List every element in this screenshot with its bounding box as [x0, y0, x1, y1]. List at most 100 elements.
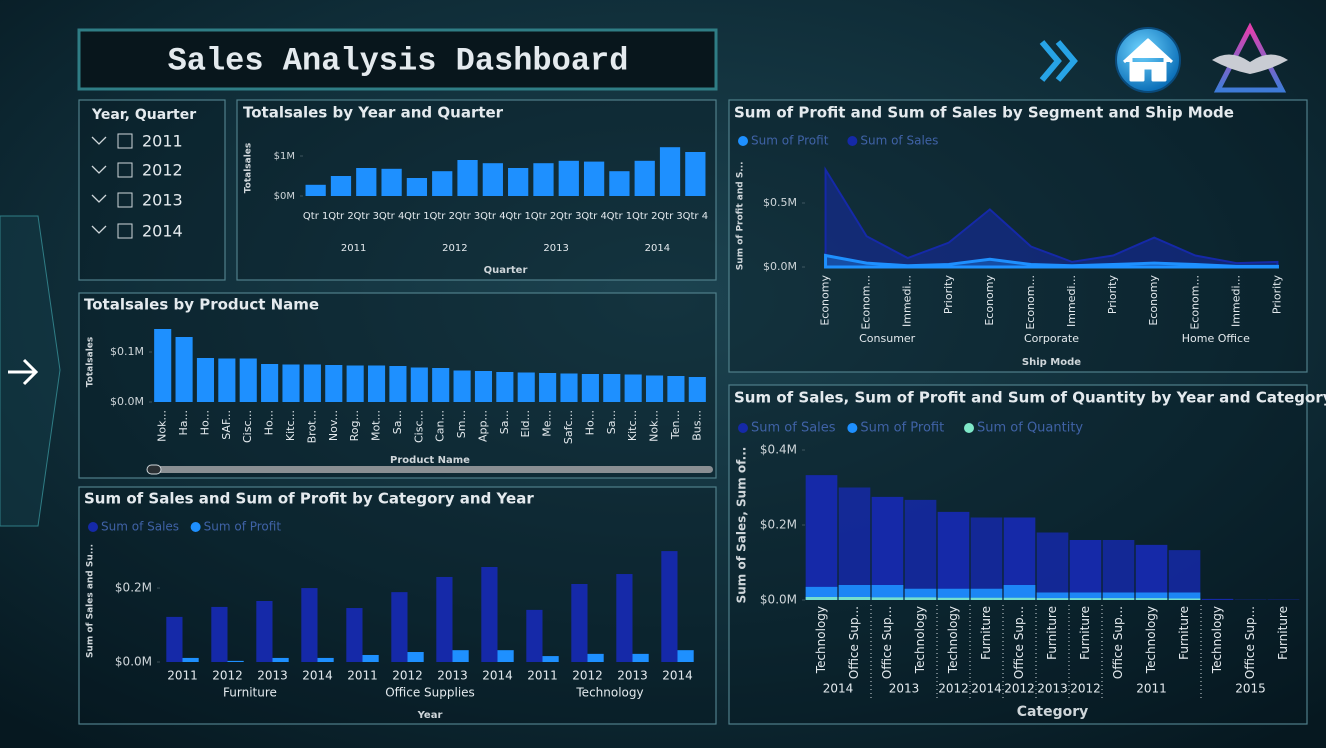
- bar: [661, 551, 678, 662]
- x-tick-label: Qtr 2: [632, 211, 657, 222]
- ribbon-segment: [1135, 544, 1168, 600]
- ribbon-segment: [1003, 585, 1036, 600]
- ribbon-segment: [1201, 598, 1234, 600]
- ribbon-segment: [1069, 598, 1102, 600]
- bar: [667, 376, 685, 402]
- x-tick-label: Econom...: [860, 275, 873, 330]
- x-tick-label: Qtr 2: [429, 211, 454, 222]
- bar: [218, 358, 236, 402]
- ribbon-segment: [1168, 550, 1201, 600]
- ribbon-segment: [871, 585, 904, 600]
- bar: [272, 657, 289, 662]
- x-tick-label: Rog...: [348, 410, 361, 441]
- ribbon-segment: [1036, 532, 1069, 600]
- checkbox[interactable]: [117, 133, 133, 149]
- x-tick-label: Furniture: [1078, 606, 1092, 660]
- y-tick-label: $1M: [274, 151, 295, 162]
- bar: [261, 364, 279, 402]
- x-tick-label: Ha...: [177, 410, 190, 436]
- x-tick-label: Kitc...: [284, 410, 297, 441]
- x-tick-label: Technology: [814, 606, 828, 674]
- x-tick-label: Ho...: [583, 410, 596, 435]
- ribbon-segment: [805, 475, 838, 600]
- legend-marker: [88, 522, 98, 532]
- x-group-label: 2013: [889, 682, 920, 696]
- x-axis-label: Quarter: [484, 265, 528, 276]
- bar: [301, 588, 318, 662]
- bar: [526, 609, 543, 662]
- legend-marker: [738, 136, 748, 146]
- y-axis-label: Sum of Sales and Su...: [86, 544, 96, 658]
- x-tick-label: Qtr 3: [455, 211, 480, 222]
- x-tick-label: Nov...: [327, 410, 340, 441]
- x-tick-label: Office Sup...: [1012, 606, 1026, 679]
- x-group-label: 2013: [1037, 682, 1068, 696]
- bar: [381, 168, 402, 196]
- x-tick-label: Furniture: [1276, 606, 1290, 660]
- y-tick-label: $0.0M: [115, 655, 152, 669]
- scroll-handle[interactable]: [146, 464, 162, 475]
- bar: [436, 576, 453, 662]
- scrollbar[interactable]: [147, 466, 713, 473]
- slicer-item[interactable]: 2014: [91, 222, 183, 241]
- x-tick-label: 2014: [302, 669, 333, 683]
- x-axis-label: Category: [1017, 704, 1089, 720]
- x-tick-label: Economy: [1147, 275, 1160, 326]
- bar: [305, 184, 326, 196]
- x-tick-label: 2014: [662, 669, 693, 683]
- checkbox[interactable]: [117, 192, 133, 208]
- x-group-label: 2014: [971, 682, 1002, 696]
- bar: [497, 650, 514, 662]
- x-tick-label: Sa...: [391, 410, 404, 434]
- x-group-label: Consumer: [859, 332, 916, 345]
- chart-title: Totalsales by Year and Quarter: [243, 104, 504, 122]
- forward-icon[interactable]: [1039, 40, 1078, 82]
- chevron: [91, 225, 107, 234]
- x-tick-label: Qtr 4: [480, 211, 505, 222]
- ribbon-segment: [937, 588, 970, 600]
- x-group-label: 2012: [938, 682, 969, 696]
- legend-label: Sum of Quantity: [977, 421, 1083, 436]
- x-tick-label: Cisc...: [412, 410, 425, 443]
- x-tick-label: Qtr 4: [683, 211, 708, 222]
- slicer-item[interactable]: 2012: [91, 161, 183, 180]
- bar: [533, 163, 554, 196]
- x-group-label: 2014: [823, 682, 854, 696]
- bar: [659, 147, 681, 196]
- bar: [303, 364, 321, 402]
- x-tick-label: 2011: [167, 669, 198, 683]
- bar: [410, 367, 428, 402]
- checkbox[interactable]: [117, 223, 133, 239]
- slicer-item[interactable]: 2011: [91, 132, 183, 151]
- bar: [317, 657, 334, 662]
- bar: [452, 650, 469, 662]
- chevron: [91, 165, 107, 174]
- x-tick-label: Qtr 1: [303, 211, 328, 222]
- ribbon-segment: [970, 517, 1003, 600]
- x-tick-label: Ten...: [669, 410, 682, 440]
- bar: [325, 365, 343, 402]
- slicer-item[interactable]: 2013: [91, 191, 183, 210]
- bar: [166, 616, 183, 662]
- side-arrow: [8, 358, 39, 386]
- x-tick-label: Qtr 1: [404, 211, 429, 222]
- x-tick-label: Sa...: [498, 410, 511, 434]
- ribbon-segment: [904, 588, 937, 600]
- x-group-label: 2014: [645, 243, 670, 254]
- legend-marker: [847, 423, 858, 433]
- x-tick-label: Mot...: [370, 410, 383, 441]
- y-tick-label: $0.2M: [760, 518, 797, 532]
- x-tick-label: Qtr 1: [505, 211, 530, 222]
- ribbon-segment: [937, 597, 970, 600]
- x-tick-label: Qtr 4: [581, 211, 606, 222]
- ribbon-segment: [970, 588, 1003, 600]
- x-group-label: Furniture: [223, 686, 277, 700]
- checkbox[interactable]: [117, 162, 133, 178]
- x-tick-label: Immedi...: [901, 275, 914, 327]
- x-tick-label: Economy: [983, 275, 996, 326]
- ribbon-segment: [1036, 598, 1069, 600]
- x-tick-label: Immedi...: [1065, 275, 1078, 327]
- bar: [367, 365, 386, 402]
- x-group-label: 2012: [1070, 682, 1101, 696]
- x-tick-label: Priority: [1270, 275, 1283, 315]
